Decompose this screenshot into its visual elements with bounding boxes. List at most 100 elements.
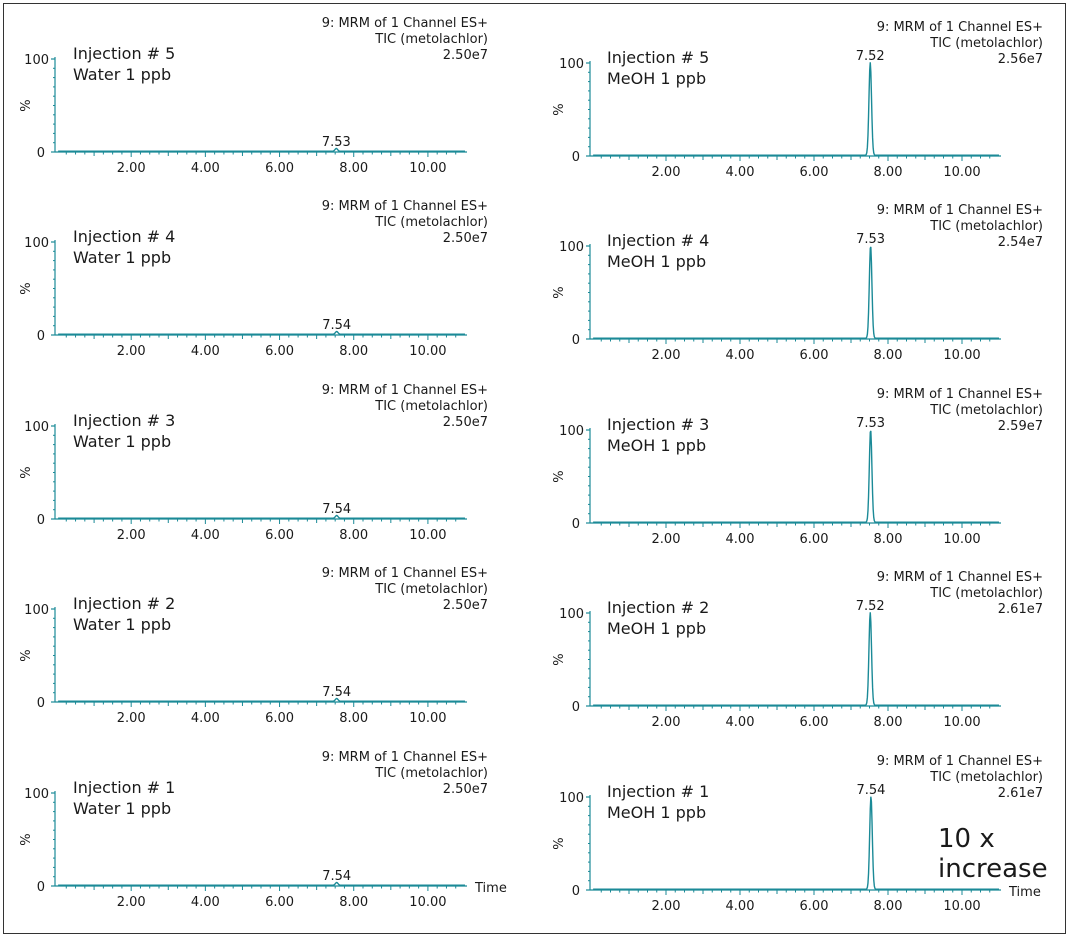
panel-intensity: 2.50e7 [443, 231, 488, 246]
x-tick-label: 10.00 [943, 532, 980, 547]
chromatogram-trace [593, 796, 999, 890]
y-tick-label-100: 100 [559, 607, 584, 622]
x-tick-label: 6.00 [800, 348, 829, 363]
panel-intensity: 2.50e7 [443, 48, 488, 63]
panel-header-function: 9: MRM of 1 Channel ES+ [877, 570, 1043, 585]
panel-injection-label: Injection # 4 [73, 227, 175, 246]
panel-injection-label: Injection # 1 [607, 782, 709, 801]
y-axis-label: % [19, 649, 34, 661]
x-tick-label: 4.00 [726, 348, 755, 363]
y-tick-label-0: 0 [37, 696, 45, 711]
panel-injection-label: Injection # 5 [73, 44, 175, 63]
chromatogram-panel-3: 9: MRM of 1 Channel ES+TIC (metolachlor)… [19, 199, 488, 359]
y-tick-label-100: 100 [559, 57, 584, 72]
peak-label: 7.54 [322, 318, 351, 333]
chromatogram-grid: 9: MRM of 1 Channel ES+TIC (metolachlor)… [19, 16, 1048, 914]
x-tick-label: 10.00 [409, 895, 446, 910]
x-tick-label: 6.00 [800, 532, 829, 547]
x-tick-label: 2.00 [652, 532, 681, 547]
x-tick-label: 8.00 [339, 528, 368, 543]
y-tick-label-0: 0 [37, 880, 45, 895]
chromatogram-panel-8: 9: MRM of 1 Channel ES+TIC (metolachlor)… [552, 570, 1043, 730]
x-tick-label: 6.00 [265, 895, 294, 910]
y-tick-label-100: 100 [559, 240, 584, 255]
chromatogram-panel-7: 9: MRM of 1 Channel ES+TIC (metolachlor)… [19, 566, 488, 726]
chromatogram-panel-6: 9: MRM of 1 Channel ES+TIC (metolachlor)… [552, 387, 1043, 547]
x-tick-label: 6.00 [800, 165, 829, 180]
x-tick-label: 2.00 [117, 344, 146, 359]
panel-header-function: 9: MRM of 1 Channel ES+ [322, 199, 488, 214]
panel-header-function: 9: MRM of 1 Channel ES+ [877, 203, 1043, 218]
panel-header-trace: TIC (metolachlor) [374, 215, 488, 230]
y-tick-label-0: 0 [572, 517, 580, 532]
x-tick-label: 2.00 [117, 528, 146, 543]
x-tick-label: 2.00 [652, 348, 681, 363]
x-tick-label: 4.00 [726, 715, 755, 730]
y-axis-label: % [552, 837, 567, 849]
panel-header-function: 9: MRM of 1 Channel ES+ [322, 750, 488, 765]
peak-label: 7.53 [856, 232, 885, 247]
x-tick-label: 6.00 [800, 899, 829, 914]
y-tick-label-0: 0 [37, 329, 45, 344]
panel-header-trace: TIC (metolachlor) [929, 770, 1043, 785]
x-tick-label: 6.00 [265, 344, 294, 359]
panel-sample-label: Water 1 ppb [73, 615, 171, 634]
x-tick-label: 10.00 [409, 711, 446, 726]
x-tick-label: 4.00 [191, 895, 220, 910]
y-axis-label: % [552, 286, 567, 298]
panel-intensity: 2.61e7 [998, 602, 1043, 617]
chromatogram-panel-4: 9: MRM of 1 Channel ES+TIC (metolachlor)… [552, 203, 1043, 363]
x-tick-label: 4.00 [726, 165, 755, 180]
panel-intensity: 2.59e7 [998, 419, 1043, 434]
y-tick-label-100: 100 [559, 791, 584, 806]
y-tick-label-0: 0 [572, 700, 580, 715]
x-axis-label: Time [474, 881, 507, 896]
panel-sample-label: Water 1 ppb [73, 432, 171, 451]
panel-header-function: 9: MRM of 1 Channel ES+ [877, 754, 1043, 769]
panel-header-trace: TIC (metolachlor) [374, 32, 488, 47]
x-tick-label: 4.00 [191, 161, 220, 176]
x-tick-label: 2.00 [117, 161, 146, 176]
x-tick-label: 2.00 [652, 165, 681, 180]
chromatogram-trace [593, 430, 999, 523]
y-axis-label: % [19, 282, 34, 294]
panel-header-function: 9: MRM of 1 Channel ES+ [877, 20, 1043, 35]
annotation-line-1: 10 x [938, 824, 995, 854]
panel-sample-label: Water 1 ppb [73, 65, 171, 84]
x-tick-label: 6.00 [265, 528, 294, 543]
x-tick-label: 4.00 [191, 344, 220, 359]
x-tick-label: 10.00 [409, 161, 446, 176]
x-tick-label: 4.00 [726, 899, 755, 914]
y-tick-label-100: 100 [24, 603, 49, 618]
x-tick-label: 8.00 [339, 161, 368, 176]
x-tick-label: 2.00 [117, 895, 146, 910]
panel-intensity: 2.61e7 [998, 786, 1043, 801]
x-tick-label: 8.00 [874, 348, 903, 363]
x-tick-label: 4.00 [191, 528, 220, 543]
peak-label: 7.52 [856, 599, 885, 614]
x-tick-label: 10.00 [943, 715, 980, 730]
x-tick-label: 10.00 [943, 348, 980, 363]
panel-injection-label: Injection # 4 [607, 231, 709, 250]
chromatogram-trace [58, 147, 465, 152]
y-tick-label-100: 100 [24, 420, 49, 435]
x-tick-label: 10.00 [943, 165, 980, 180]
chromatogram-trace [58, 697, 465, 702]
peak-label: 7.54 [322, 685, 351, 700]
x-tick-label: 8.00 [874, 715, 903, 730]
peak-label: 7.54 [857, 783, 886, 798]
panel-header-trace: TIC (metolachlor) [929, 403, 1043, 418]
y-tick-label-100: 100 [24, 53, 49, 68]
chromatogram-panel-9: 9: MRM of 1 Channel ES+TIC (metolachlor)… [19, 750, 507, 910]
chromatogram-trace [58, 881, 465, 886]
x-tick-label: 6.00 [800, 715, 829, 730]
panel-sample-label: MeOH 1 ppb [607, 69, 706, 88]
panel-sample-label: MeOH 1 ppb [607, 436, 706, 455]
panel-header-trace: TIC (metolachlor) [374, 582, 488, 597]
x-tick-label: 8.00 [874, 165, 903, 180]
panel-header-trace: TIC (metolachlor) [929, 586, 1043, 601]
panel-header-trace: TIC (metolachlor) [374, 399, 488, 414]
x-tick-label: 8.00 [339, 344, 368, 359]
x-tick-label: 4.00 [726, 532, 755, 547]
panel-sample-label: Water 1 ppb [73, 799, 171, 818]
